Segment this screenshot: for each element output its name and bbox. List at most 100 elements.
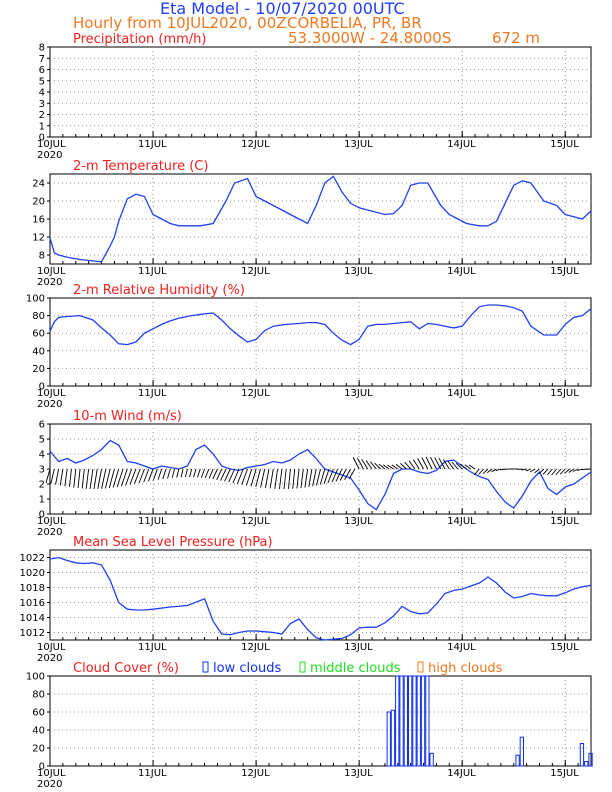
wind-arrow [85, 468, 90, 489]
cloud-xtick-label: 11JUL [138, 768, 167, 779]
wind-arrow [236, 468, 244, 485]
wind-arrow [352, 457, 360, 470]
precip-title: Precipitation (mm/h) [73, 32, 206, 47]
wind-arrow [283, 468, 287, 490]
temp-title: 2-m Temperature (C) [73, 159, 208, 174]
wind-arrow [120, 468, 128, 487]
wind-year-label: 2020 [37, 527, 62, 538]
wind-arrow [323, 468, 330, 484]
wind-arrow [412, 459, 420, 470]
wind-arrow [204, 468, 210, 479]
wind-arrow [274, 468, 279, 489]
wind-arrow [434, 457, 442, 470]
wind-arrow [374, 462, 381, 470]
wind-arrow [97, 468, 102, 490]
cloud-ytick-label: 100 [26, 672, 45, 683]
wind-arrow [167, 468, 171, 479]
precip-xtick-label: 14JUL [447, 139, 476, 150]
wind-arrow [478, 468, 484, 475]
cloud-bar-low [408, 675, 413, 767]
cloud-frame [49, 675, 592, 767]
wind-arrow [425, 456, 433, 470]
wind-ytick-label: 2 [39, 480, 45, 491]
wind-arrow [455, 462, 463, 470]
pressure-xtick-label: 14JUL [447, 642, 476, 653]
precip-ytick-label: 5 [39, 76, 45, 87]
pressure-xtick-label: 11JUL [138, 642, 167, 653]
wind-arrow [559, 468, 566, 475]
wind-arrow [395, 463, 403, 470]
wind-arrow [491, 468, 497, 473]
temp-xtick-label: 13JUL [344, 266, 373, 277]
wind-arrow [81, 468, 85, 489]
wind-arrow [308, 468, 313, 487]
cloud-bar-low [579, 743, 585, 767]
wind-arrow [447, 460, 454, 470]
wind-arrow [300, 468, 304, 489]
cloud-bar-low [395, 675, 400, 767]
wind-arrow [292, 468, 296, 489]
wind-arrow [101, 468, 107, 489]
wind-arrow [551, 468, 557, 476]
cloud-bar-low [386, 711, 391, 767]
precip-ytick-label: 2 [39, 110, 45, 121]
wind-arrow [224, 468, 231, 482]
pressure-xtick-label: 12JUL [241, 642, 270, 653]
precip-ytick-label: 6 [39, 65, 45, 76]
wind-arrow [104, 468, 111, 489]
wind-arrow [460, 463, 467, 470]
pressure-ytick-label: 1012 [20, 628, 45, 639]
wind-xtick-label: 11JUL [138, 516, 167, 527]
pressure-ytick-label: 1014 [20, 613, 45, 624]
wind-arrow [189, 468, 193, 478]
temp-xtick-label: 14JUL [447, 266, 476, 277]
coordinates: 53.3000W - 24.8000S [288, 29, 452, 47]
wind-arrow [568, 468, 575, 473]
wind-arrow [304, 468, 309, 488]
cloud-ytick-label: 20 [32, 744, 45, 755]
legend-swatch [417, 661, 424, 673]
wind-arrow [327, 468, 334, 484]
wind-arrow [331, 468, 339, 483]
cloud-bar-low [425, 675, 430, 767]
wind-arrow [482, 468, 489, 474]
wind-arrow [134, 468, 141, 485]
wind-arrow [264, 468, 270, 489]
precip-xtick-label: 13JUL [344, 139, 373, 150]
rh-xtick-label: 14JUL [447, 388, 476, 399]
wind-arrow [250, 468, 257, 487]
wind-arrow [129, 468, 137, 485]
cloud-title: Cloud Cover (%) [73, 661, 179, 676]
wind-arrow [138, 468, 145, 484]
cloud-ytick-label: 0 [39, 762, 45, 773]
rh-series-line [49, 304, 592, 346]
wind-arrow [404, 461, 412, 470]
wind-arrow [382, 464, 390, 470]
precip-year-label: 2020 [37, 150, 62, 161]
wind-arrow [93, 468, 98, 490]
wind-arrow [162, 468, 167, 480]
wind-arrow [45, 468, 51, 484]
cloud-xtick-label: 15JUL [550, 768, 579, 779]
pressure-ytick-label: 1016 [20, 598, 45, 609]
wind-arrow [464, 464, 472, 470]
wind-arrow [369, 461, 377, 470]
wind-arrow [525, 468, 532, 472]
pressure-title: Mean Sea Level Pressure (hPa) [73, 535, 273, 550]
wind-arrow [55, 468, 60, 485]
wind-arrow [212, 468, 218, 480]
rh-xtick-label: 15JUL [550, 388, 579, 399]
wind-arrow [180, 468, 184, 478]
pressure-ytick-label: 1018 [20, 583, 45, 594]
cloud-bar-low [416, 675, 421, 767]
wind-arrow [68, 468, 72, 487]
cloud-bar-low [515, 754, 520, 767]
wind-arrow [143, 468, 150, 483]
wind-arrow [319, 468, 326, 485]
cloud-ytick-label: 80 [32, 690, 45, 701]
wind-xtick-label: 10JUL [37, 516, 66, 527]
wind-arrows [45, 456, 592, 490]
wind-arrow [148, 468, 154, 482]
temp-ytick-label: 24 [32, 179, 45, 190]
